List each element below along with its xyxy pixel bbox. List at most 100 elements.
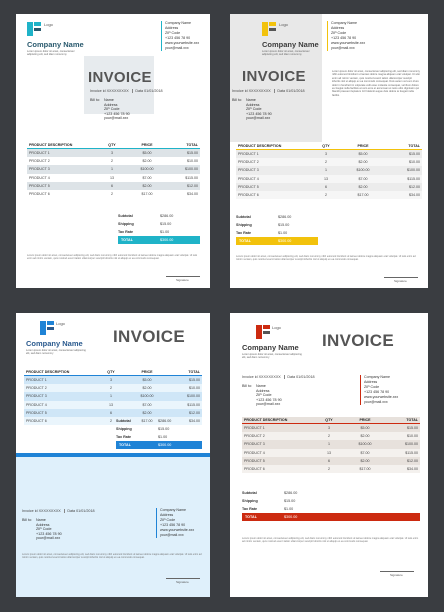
cell: 3 xyxy=(111,151,113,156)
table-row: PRODUCT 4 13 $7.00 $115.00 xyxy=(242,448,420,457)
billto-phone: +123 456 78 90 xyxy=(246,111,272,116)
invoice-page-blue: Logo Company Name Lorem ipsum dolor sit … xyxy=(16,313,210,597)
cell: 2 xyxy=(328,467,330,472)
company-name: Company Name xyxy=(242,343,299,352)
cell: PRODUCT 5 xyxy=(244,458,265,463)
contact-phone: +123 456 78 90 xyxy=(165,36,191,40)
table-row: PRODUCT 2 2 $2.00 $10.00 xyxy=(24,384,202,393)
billto-phone: +123 456 78 90 xyxy=(36,531,62,536)
contact-company: Company Name xyxy=(165,21,191,25)
subtotal-row: Subtotal $286.00 xyxy=(236,213,318,221)
cell: 1 xyxy=(110,394,112,399)
contact-zip: ZIP Code xyxy=(160,518,176,522)
subtotal-value: $286.00 xyxy=(158,419,172,423)
contact-website: www.yourwebsite.xxx xyxy=(165,41,200,45)
cell: PRODUCT 6 xyxy=(238,193,259,198)
invoice-title: INVOICE xyxy=(242,68,306,85)
contact-email: your@mail.xxx xyxy=(364,400,388,404)
table-row: PRODUCT 5 6 $2.00 $12.00 xyxy=(24,408,202,417)
subtotal-label: Subtotal xyxy=(242,491,257,495)
cell: 13 xyxy=(327,450,331,455)
billto-zip: ZIP Code xyxy=(246,107,262,112)
contact-phone: +123 456 78 90 xyxy=(160,523,186,527)
cell: $100.00 xyxy=(185,167,198,172)
logo-label: Logo xyxy=(272,325,281,330)
contact-address: Address xyxy=(165,26,179,30)
contact-website: www.yourwebsite.xxx xyxy=(160,528,195,532)
col-price: PRICE xyxy=(141,143,153,147)
shipping-label: Shipping xyxy=(242,499,258,503)
header-panel xyxy=(230,14,322,142)
col-price: PRICE xyxy=(357,144,369,148)
signature-line xyxy=(384,277,418,278)
total-label: TOTAL xyxy=(245,515,257,519)
invoice-title: INVOICE xyxy=(88,69,152,86)
cell: 6 xyxy=(111,183,113,188)
shipping-label: Shipping xyxy=(118,222,134,226)
col-total: TOTAL xyxy=(186,143,198,147)
invoice-meta: Invoice id XXXXXXXXX Data 01/01/2018 xyxy=(232,89,305,94)
total-value: $300.00 xyxy=(284,515,298,519)
contact-address: Address xyxy=(364,380,378,384)
col-product: PRODUCT DESCRIPTION xyxy=(29,143,73,147)
col-product: PRODUCT DESCRIPTION xyxy=(238,144,282,148)
signature-label: Signature xyxy=(176,580,189,584)
total-row: TOTAL $300.00 xyxy=(118,236,200,244)
contact-phone: +123 456 78 90 xyxy=(364,390,390,394)
signature-label: Signature xyxy=(394,279,407,283)
invoice-page-yellow: Logo Company Name Lorem ipsum dolor sit … xyxy=(230,14,428,288)
col-total: TOTAL xyxy=(188,370,200,374)
invoice-title: INVOICE xyxy=(113,327,186,346)
cell: $34.00 xyxy=(407,467,418,472)
cell: $5.00 xyxy=(360,426,370,431)
shipping-value: $15.00 xyxy=(284,499,296,503)
logo-icon xyxy=(27,22,41,36)
table-row: PRODUCT 6 2 $17.00 $34.00 xyxy=(27,189,200,199)
logo-icon xyxy=(256,325,270,339)
total-value: $300.00 xyxy=(278,239,292,243)
billto-label: Bill to: xyxy=(90,98,101,102)
contact-address: Address xyxy=(331,26,345,30)
tax-label: Tax Rate xyxy=(236,231,252,235)
tax-value: $1.00 xyxy=(158,435,168,439)
cell: 2 xyxy=(325,160,327,165)
shipping-label: Shipping xyxy=(236,223,252,227)
cell: $7.00 xyxy=(142,175,152,180)
cell: $100.00 xyxy=(187,394,200,399)
table-row: PRODUCT 1 3 $5.00 $15.00 xyxy=(27,148,200,158)
cell: PRODUCT 3 xyxy=(238,168,259,173)
contact-website: www.yourwebsite.xxx xyxy=(364,395,399,399)
cell: PRODUCT 1 xyxy=(29,151,50,156)
invoice-id: Invoice id XXXXXXXXX xyxy=(232,89,271,93)
col-total: TOTAL xyxy=(406,418,418,422)
billto-address: Address xyxy=(246,102,260,107)
subtotal-row: Subtotal $286.00 xyxy=(118,212,200,220)
cell: $100.00 xyxy=(140,167,154,172)
company-contact: Company Name Address ZIP Code +123 456 7… xyxy=(156,508,194,538)
tagline: Lorem ipsum dolor sit amet, consectetuer… xyxy=(27,50,75,57)
signature-line xyxy=(166,276,200,277)
cell: PRODUCT 3 xyxy=(29,167,50,172)
cell: $15.00 xyxy=(187,151,198,156)
subtotal-label: Subtotal xyxy=(236,215,251,219)
cell: 1 xyxy=(328,442,330,447)
subtotal-row: Subtotal $286.00 xyxy=(116,417,202,425)
contact-zip: ZIP Code xyxy=(165,31,181,35)
tax-label: Tax Rate xyxy=(242,507,258,511)
total-label: TOTAL xyxy=(121,238,133,242)
subtotal-value: $286.00 xyxy=(284,491,298,495)
table-row: PRODUCT 1 3 $5.00 $15.00 xyxy=(24,375,202,385)
company-contact: Company Name Address ZIP Code +123 456 7… xyxy=(161,21,199,51)
billto-zip: ZIP Code xyxy=(256,393,272,398)
cell: $2.00 xyxy=(142,386,152,391)
totals-block: Subtotal $286.00 Shipping $15.00 Tax Rate $… xyxy=(236,213,318,245)
items-table: PRODUCT DESCRIPTION QTY PRICE TOTAL PROD… xyxy=(27,142,200,199)
col-price: PRICE xyxy=(141,370,153,374)
cell: PRODUCT 2 xyxy=(26,386,47,391)
billto-email: your@mail.xxx xyxy=(36,536,61,541)
cell: $115.00 xyxy=(405,450,418,455)
cell: $2.00 xyxy=(142,410,152,415)
cell: $12.00 xyxy=(187,183,198,188)
cell: $5.00 xyxy=(142,378,152,383)
tax-value: $1.00 xyxy=(278,231,288,235)
